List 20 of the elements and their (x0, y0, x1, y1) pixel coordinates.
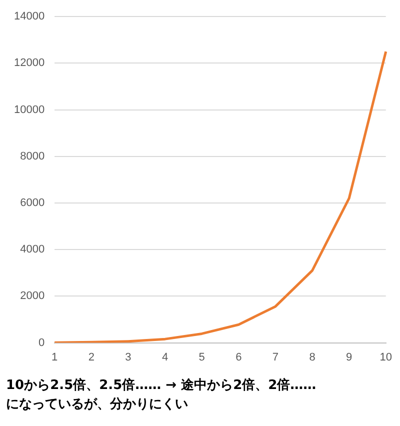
y-tick-label: 6000 (20, 197, 45, 210)
x-tick-label: 2 (88, 351, 94, 364)
x-tick-label: 1 (52, 351, 58, 364)
x-tick-label: 8 (309, 351, 316, 364)
y-tick-label: 0 (38, 336, 45, 349)
y-tick-label: 10000 (14, 104, 45, 116)
x-tick-label: 6 (236, 351, 242, 364)
x-tick-label: 4 (162, 351, 168, 364)
text: になっているが、分かりにくい (6, 396, 189, 414)
y-tick-label: 8000 (20, 150, 45, 162)
text: 10から2.5倍、2.5倍…… → 途中から2倍、2倍…… (6, 376, 318, 395)
y-tick-label: 4000 (20, 244, 45, 256)
x-tick-label: 9 (346, 351, 352, 364)
y-tick-label: 14000 (14, 10, 45, 23)
x-tick-label: 7 (272, 351, 279, 364)
x-tick-label: 5 (198, 351, 205, 364)
x-tick-label: 3 (125, 351, 132, 364)
y-tick-label: 2000 (20, 290, 45, 302)
y-tick-label: 12000 (14, 57, 45, 70)
x-tick-label: 10 (380, 351, 392, 364)
